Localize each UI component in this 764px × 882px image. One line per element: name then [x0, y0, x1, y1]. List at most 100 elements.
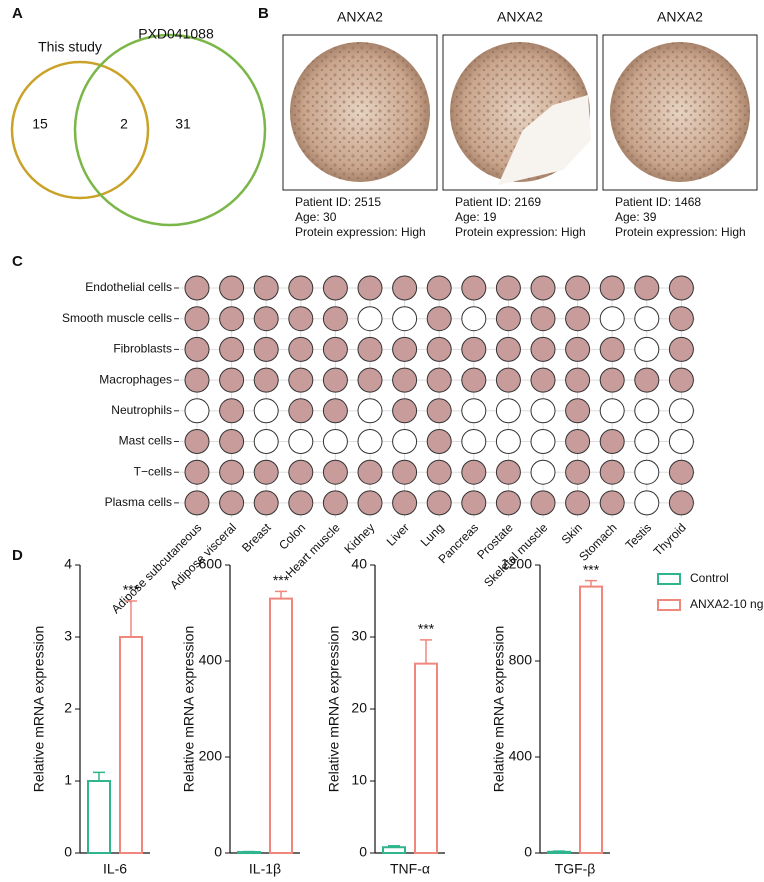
expression-dot	[668, 275, 694, 301]
expression-dot	[253, 367, 279, 393]
panel-label: B	[258, 5, 269, 22]
y-tick-label: 1	[64, 772, 72, 788]
expression-dot	[634, 336, 660, 362]
y-tick-label: 4	[64, 556, 72, 572]
y-tick-label: 40	[351, 556, 367, 572]
expression-dot	[426, 459, 452, 485]
expression-dot	[426, 367, 452, 393]
expression-dot	[184, 398, 210, 424]
expression-dot	[461, 306, 487, 332]
row-label: Endothelial cells	[85, 280, 172, 294]
expression-dot	[184, 429, 210, 454]
legend-label: ANXA2-10 ng	[690, 597, 763, 611]
expression-dot	[634, 490, 660, 516]
expression-dot	[668, 306, 694, 332]
expression-dot	[530, 429, 556, 454]
panel-label: A	[12, 5, 23, 22]
expression-dot	[288, 490, 314, 516]
expression-dot	[530, 490, 556, 516]
expression-dot	[184, 367, 210, 393]
image-title: ANXA2	[337, 9, 383, 25]
column-label: Testis	[623, 520, 655, 552]
expression-dot	[357, 336, 383, 362]
x-axis-label: TNF-α	[390, 861, 430, 877]
y-axis-label: Relative mRNA expression	[326, 626, 342, 793]
venn-circle	[73, 33, 267, 227]
expression-dot	[461, 429, 487, 454]
venn-set-label: PXD041088	[138, 26, 214, 42]
expression-dot	[392, 459, 418, 485]
x-axis-label: TGF-β	[555, 861, 596, 877]
significance: ***	[418, 621, 435, 637]
row-label: Fibroblasts	[113, 342, 172, 356]
expression-dot	[184, 306, 210, 332]
y-tick-label: 400	[509, 748, 533, 764]
expression-dot	[253, 275, 279, 301]
expression-dot	[565, 336, 591, 362]
expression-dot	[668, 398, 694, 424]
expression-dot	[461, 398, 487, 424]
expression-dot	[530, 459, 556, 485]
expression-dot	[495, 336, 521, 362]
column-label: Liver	[384, 520, 412, 548]
image-caption: Patient ID: 2515	[295, 195, 381, 209]
y-tick-label: 20	[351, 700, 367, 716]
expression-dot	[392, 367, 418, 393]
legend-swatch	[657, 599, 681, 611]
y-axis-label: Relative mRNA expression	[181, 626, 197, 793]
expression-dot	[392, 336, 418, 362]
x-axis-label: IL-6	[103, 861, 127, 877]
expression-dot	[253, 336, 279, 362]
image-caption: Protein expression: High	[615, 225, 746, 239]
expression-dot	[426, 306, 452, 332]
expression-dot	[253, 398, 279, 424]
y-tick-label: 200	[199, 748, 223, 764]
legend-swatch	[657, 573, 681, 585]
venn-set-label: This study	[38, 39, 102, 55]
row-label: Neutrophils	[111, 403, 172, 417]
expression-dot	[668, 367, 694, 393]
venn-circle	[10, 60, 150, 200]
expression-dot	[530, 336, 556, 362]
expression-dot	[495, 367, 521, 393]
expression-dot	[599, 367, 625, 393]
expression-dot	[184, 275, 210, 301]
row-label: Smooth muscle cells	[62, 311, 172, 325]
expression-dot	[288, 398, 314, 424]
expression-dot	[357, 306, 383, 332]
expression-dot	[184, 336, 210, 362]
expression-dot	[634, 275, 660, 301]
tissue-texture	[290, 42, 430, 182]
expression-dot	[392, 490, 418, 516]
expression-dot	[668, 336, 694, 362]
expression-dot	[426, 429, 452, 454]
expression-dot	[322, 336, 348, 362]
expression-dot	[634, 367, 660, 393]
expression-dot	[599, 306, 625, 332]
significance: ***	[583, 561, 600, 577]
expression-dot	[668, 490, 694, 516]
column-label: Thyroid	[651, 520, 689, 558]
expression-dot	[599, 429, 625, 454]
expression-dot	[219, 490, 245, 516]
expression-dot	[461, 490, 487, 516]
expression-dot	[357, 398, 383, 424]
expression-dot	[668, 429, 694, 454]
row-label: T−cells	[134, 464, 172, 478]
expression-dot	[392, 306, 418, 332]
expression-dot	[426, 336, 452, 362]
expression-dot	[634, 429, 660, 454]
expression-dot	[288, 429, 314, 454]
expression-dot	[565, 398, 591, 424]
bar	[269, 597, 293, 854]
expression-dot	[288, 336, 314, 362]
expression-dot	[288, 306, 314, 332]
expression-dot	[530, 306, 556, 332]
row-label: Mast cells	[119, 434, 172, 448]
expression-dot	[357, 275, 383, 301]
y-tick-label: 800	[509, 652, 533, 668]
expression-dot	[461, 459, 487, 485]
column-label: Skin	[559, 520, 585, 546]
expression-dot	[219, 275, 245, 301]
y-tick-label: 30	[351, 628, 367, 644]
